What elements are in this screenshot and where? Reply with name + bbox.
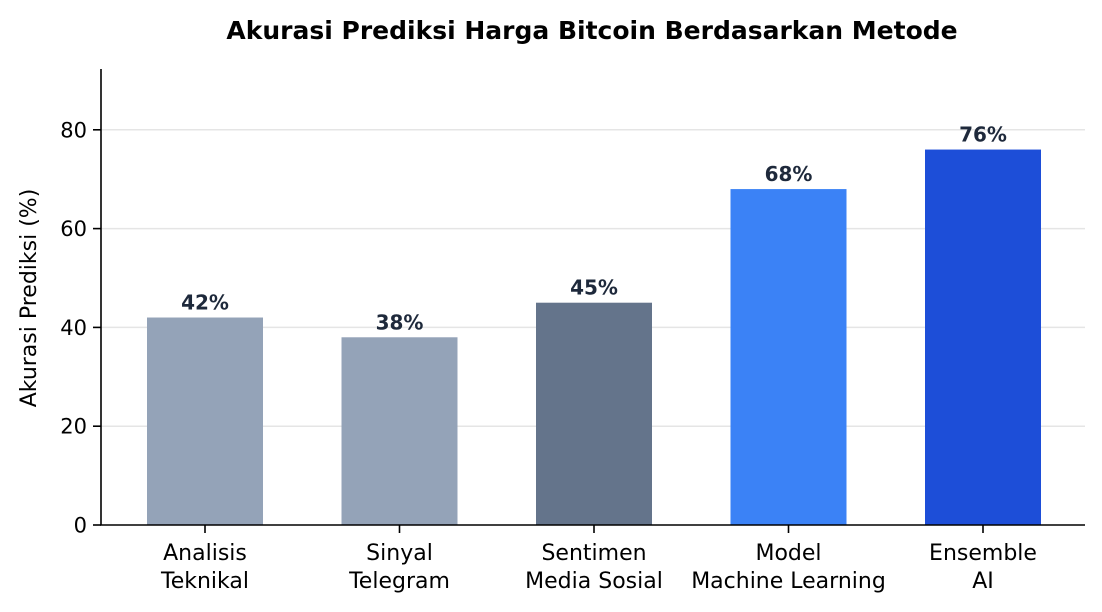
y-tick-label: 40 [60,316,87,340]
x-tick-label: Analisis [163,541,247,566]
y-tick-label: 0 [74,514,87,538]
bar-layer [147,149,1041,525]
y-tick-label: 60 [60,217,87,241]
bar [925,149,1041,525]
data-label: 68% [765,162,813,186]
y-tick-label: 80 [60,118,87,142]
data-label: 76% [959,123,1007,147]
x-tick-label: Model [755,541,821,566]
x-tick-label: Telegram [348,569,450,594]
bar [341,337,458,525]
x-tick-label: Machine Learning [691,569,886,594]
axis-layer [100,69,1085,526]
y-tick-layer: 0 20 40 60 80 [60,118,101,538]
x-tick-label: Media Sosial [525,569,663,594]
x-tick-label: Ensemble [929,541,1037,566]
chart-title: Akurasi Prediksi Harga Bitcoin Berdasark… [226,16,957,45]
x-tick-label: Sentimen [541,541,646,566]
x-tick-label: Teknikal [160,569,249,594]
x-tick-layer: Analisis Teknikal Sinyal Telegram Sentimen Me… [160,525,1037,594]
bar [147,317,263,525]
data-label: 45% [570,276,618,300]
data-label: 42% [181,291,229,315]
data-label-layer: 42% 38% 45% 68% 76% [181,123,1007,335]
x-tick-label: Sinyal [366,541,433,566]
data-label: 38% [376,310,424,334]
bar [536,302,652,525]
x-tick-label: AI [972,569,994,594]
y-axis-label: Akurasi Prediksi (%) [17,189,42,408]
bar [730,189,847,525]
y-tick-label: 20 [60,415,87,439]
